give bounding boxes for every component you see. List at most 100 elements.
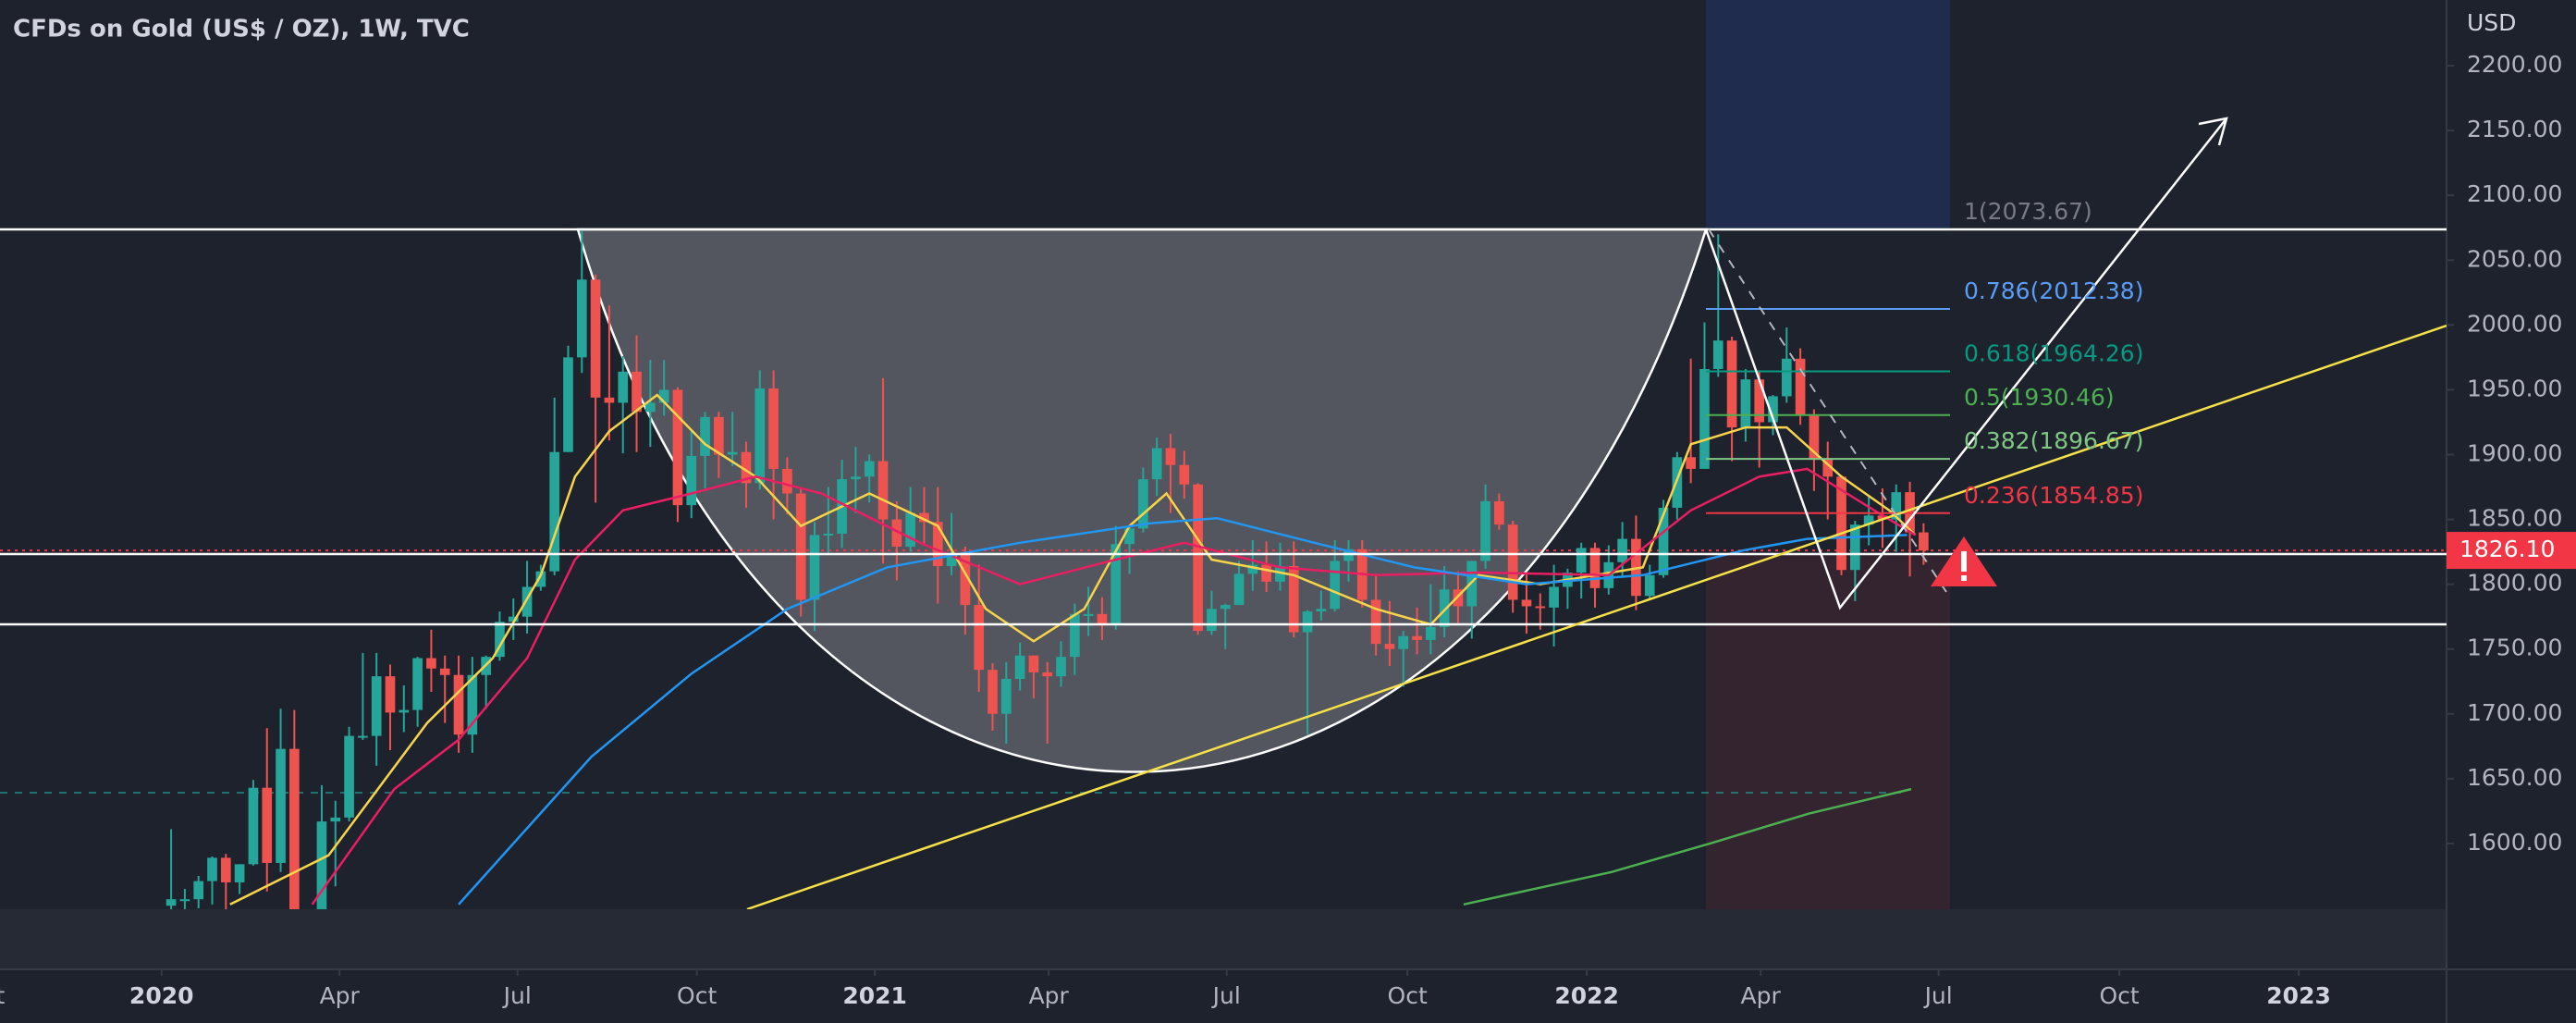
candle-body	[960, 553, 971, 606]
candle-body	[330, 817, 341, 822]
candle-body	[1768, 396, 1778, 423]
candle-body	[1316, 609, 1327, 612]
candle-body	[576, 279, 587, 358]
candle-body	[1891, 492, 1902, 520]
candle-body	[371, 676, 382, 736]
candle-body	[1124, 528, 1135, 545]
candle-body	[1850, 524, 1860, 571]
candle-body	[1165, 448, 1176, 465]
candle-body	[686, 455, 697, 506]
y-tick-label: 2050.00	[2467, 245, 2562, 272]
warning-mark	[1961, 551, 1967, 572]
fib-zone-bottom	[1706, 554, 1950, 909]
candle-body	[1247, 564, 1258, 574]
candle-body	[1425, 626, 1436, 640]
x-tick-label: Jul	[1211, 982, 1241, 1009]
candle-body	[1302, 611, 1313, 633]
candle-body	[809, 535, 820, 600]
candle-body	[1740, 379, 1751, 428]
chart-title: CFDs on Gold (US$ / OZ), 1W, TVC	[13, 16, 470, 43]
candle-body	[905, 512, 915, 548]
y-tick-label: 1950.00	[2467, 375, 2562, 401]
candle-body	[549, 451, 560, 572]
candle-body	[932, 522, 943, 567]
candle-body	[220, 857, 231, 882]
candle-body	[658, 389, 669, 403]
x-tick-label: Oct	[1388, 982, 1428, 1009]
candle-body	[1863, 515, 1874, 525]
candle-body	[1644, 574, 1655, 597]
candle-body	[316, 821, 327, 909]
last-price-box	[2447, 532, 2576, 570]
candle-body	[289, 748, 300, 909]
candle-body	[974, 605, 985, 671]
trend-line	[746, 324, 2447, 909]
candle-body	[987, 670, 998, 714]
candle-body	[1877, 515, 1888, 520]
candle-body	[1097, 613, 1108, 625]
candle-body	[632, 371, 642, 413]
fib-label: 0.618(1964.26)	[1964, 339, 2143, 366]
candle-body	[1330, 561, 1341, 610]
fib-label: 0.236(1854.85)	[1964, 482, 2143, 509]
candle-body	[754, 388, 766, 484]
candle-body	[1494, 500, 1504, 525]
warning-dot	[1961, 575, 1967, 581]
candle-body	[1056, 657, 1066, 677]
candle-body	[851, 476, 861, 480]
candle-body	[823, 533, 834, 536]
candle-body	[1699, 369, 1710, 469]
candle-body	[399, 709, 410, 713]
candle-body	[344, 735, 354, 818]
candle-body	[1781, 358, 1792, 397]
candle-body	[508, 616, 519, 622]
candle-body	[727, 451, 738, 455]
y-tick-label: 1800.00	[2467, 570, 2562, 597]
x-tick-label: Apr	[1029, 982, 1070, 1009]
y-tick-label: 2150.00	[2467, 116, 2562, 142]
candle-body	[782, 468, 792, 494]
y-tick-label: 1650.00	[2467, 764, 2562, 791]
candle-body	[1412, 635, 1422, 640]
candle-body	[563, 357, 573, 452]
candle-body	[358, 735, 368, 738]
candle-body	[714, 416, 724, 455]
x-tick-label: Jul	[1923, 982, 1953, 1009]
candle-body	[1836, 476, 1846, 571]
y-tick-label: 2200.00	[2467, 51, 2562, 78]
candle-body	[1549, 586, 1559, 608]
y-tick-label: 2100.00	[2467, 180, 2562, 207]
candle-body	[1726, 340, 1737, 428]
candle-body	[1151, 448, 1162, 480]
candle-body	[385, 676, 396, 713]
y-tick-label: 1600.00	[2467, 829, 2562, 856]
x-tick-label: 2023	[2266, 982, 2331, 1009]
candle-body	[741, 451, 752, 484]
candle-body	[439, 668, 450, 675]
candle-body	[262, 787, 273, 863]
candle-body	[1220, 605, 1231, 610]
fib-zone-top	[1706, 0, 1950, 229]
candle-body	[1083, 613, 1094, 616]
x-tick-label: 2021	[842, 982, 907, 1009]
candle-body	[1822, 460, 1834, 477]
y-tick-label: 1700.00	[2467, 699, 2562, 726]
candle-body	[1617, 538, 1627, 562]
candle-body	[193, 881, 204, 900]
candle-body	[453, 674, 464, 735]
candle-body	[1179, 464, 1190, 485]
candle-body	[467, 674, 478, 735]
candle-body	[1042, 672, 1053, 677]
moving-average	[1463, 787, 1912, 906]
y-tick-label: 2000.00	[2467, 310, 2562, 337]
plot	[0, 228, 2447, 909]
candle-body	[1193, 484, 1203, 632]
candle-body	[877, 461, 889, 520]
candle-body	[1480, 500, 1490, 561]
candle-body	[1712, 340, 1723, 370]
candle-body	[1288, 566, 1299, 633]
moving-average	[311, 467, 1917, 906]
